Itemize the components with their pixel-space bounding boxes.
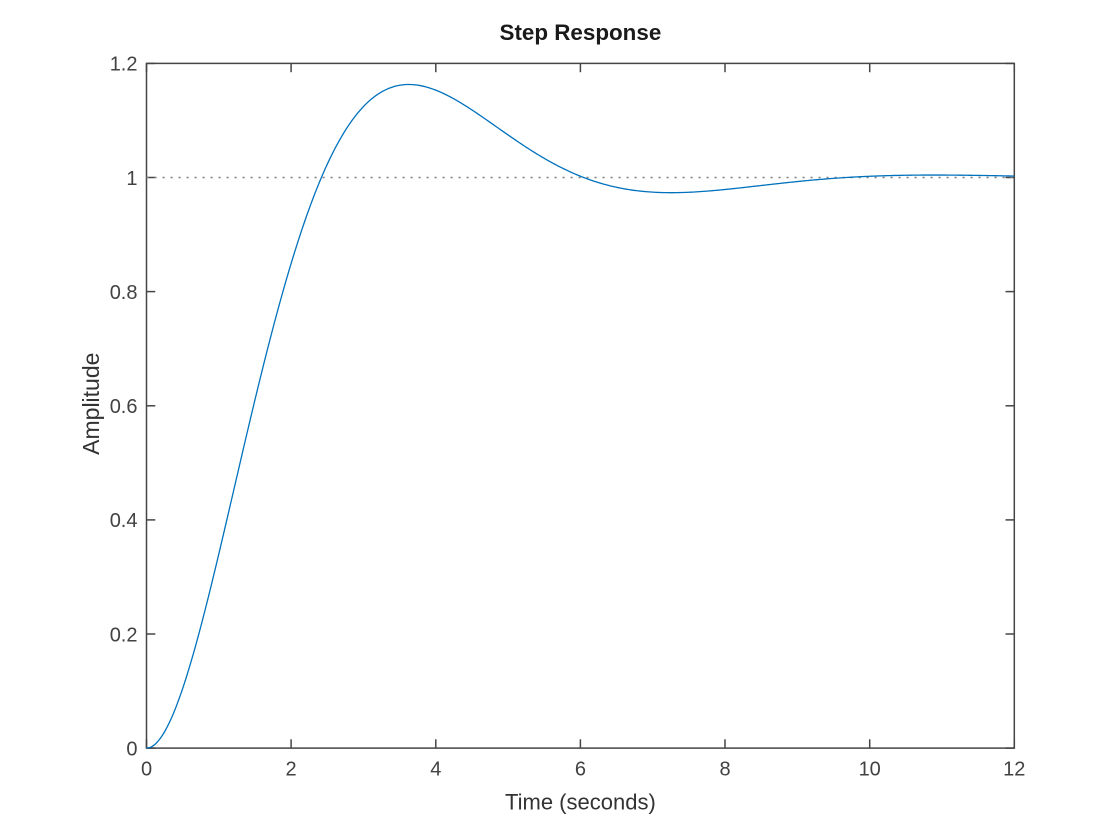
svg-text:2: 2 (286, 759, 297, 781)
svg-text:1: 1 (126, 168, 137, 190)
svg-text:4: 4 (430, 759, 441, 781)
svg-text:Step Response: Step Response (500, 20, 662, 45)
svg-text:0.8: 0.8 (110, 282, 138, 304)
svg-text:6: 6 (575, 759, 586, 781)
svg-text:0.4: 0.4 (110, 510, 138, 532)
svg-text:12: 12 (1003, 759, 1025, 781)
svg-text:1.2: 1.2 (110, 54, 138, 76)
svg-text:Time (seconds): Time (seconds) (505, 790, 656, 815)
svg-text:0: 0 (126, 738, 137, 760)
svg-text:0.2: 0.2 (110, 624, 138, 646)
svg-text:8: 8 (719, 759, 730, 781)
svg-text:0: 0 (141, 759, 152, 781)
svg-text:0.6: 0.6 (110, 396, 138, 418)
svg-text:10: 10 (859, 759, 881, 781)
svg-text:Amplitude: Amplitude (78, 353, 104, 455)
